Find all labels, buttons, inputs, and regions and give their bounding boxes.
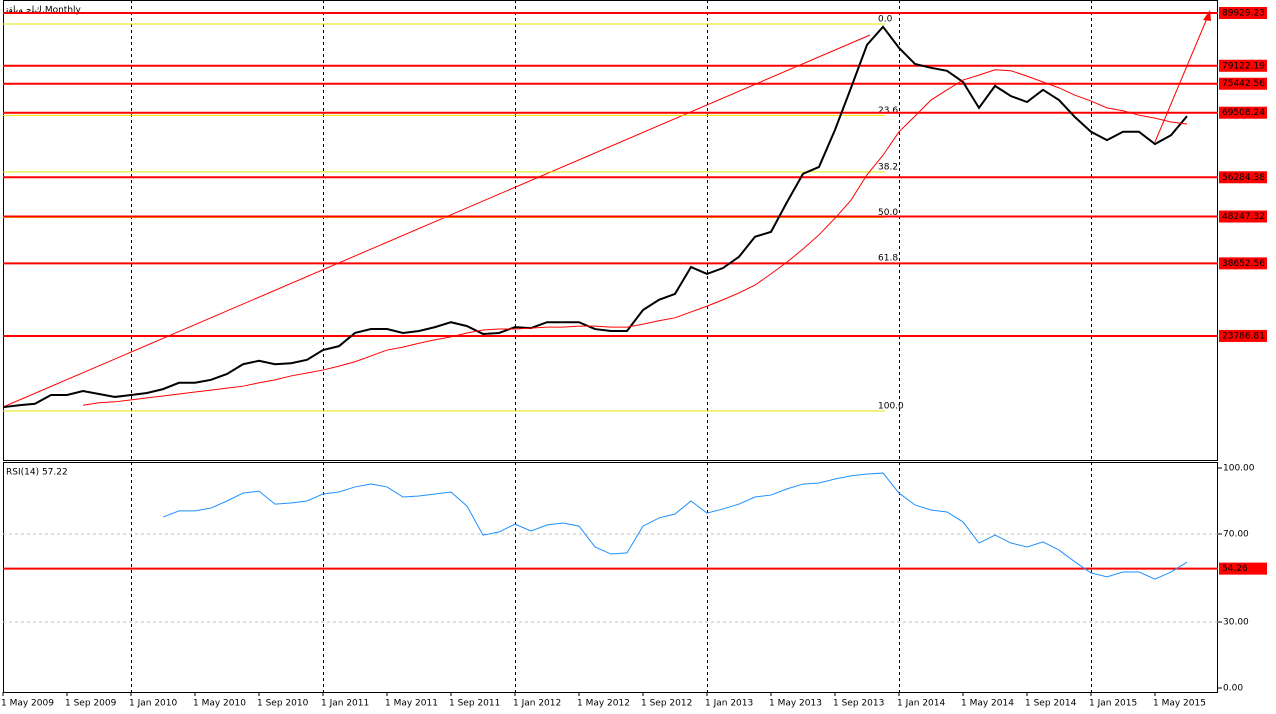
price-panel-frame — [3, 0, 1218, 461]
trend-line — [2, 34, 871, 408]
rsi-panel-frame — [3, 462, 1218, 693]
level-label: 89929.23 — [1222, 8, 1265, 18]
fib-label: 100.0 — [878, 402, 904, 412]
x-tick-label: 1 May 2012 — [577, 699, 630, 709]
level-tag — [1219, 171, 1267, 184]
level-tag — [1219, 329, 1267, 342]
level-label: 23786.81 — [1222, 331, 1265, 341]
x-tick-label: 1 May 2011 — [385, 699, 438, 709]
level-label: 38652.56 — [1222, 259, 1265, 269]
fib-label: 38.2 — [878, 162, 898, 172]
level-tag — [1219, 59, 1267, 72]
level-label: 69508.24 — [1222, 108, 1265, 118]
fib-label: 50.0 — [878, 208, 898, 218]
x-tick-label: 1 May 2009 — [1, 699, 54, 709]
series-line — [82, 69, 1188, 406]
x-tick-label: 1 Sep 2011 — [449, 699, 500, 709]
level-tag — [1219, 106, 1267, 119]
level-tag — [1219, 77, 1267, 90]
x-tick-label: 1 May 2014 — [961, 699, 1014, 709]
arrow-line — [1154, 15, 1209, 143]
x-tick-label: 1 Sep 2010 — [257, 699, 309, 709]
level-label: 54.26 — [1222, 564, 1248, 574]
x-tick-label: 1 Jan 2014 — [897, 699, 945, 709]
series-line — [2, 25, 1188, 409]
y-tick-label: 70.00 — [1223, 530, 1249, 540]
y-tick-label: 30.00 — [1223, 617, 1249, 627]
fib-label: 0.0 — [878, 14, 893, 24]
level-label: 75442.56 — [1222, 79, 1265, 89]
level-tag — [1219, 6, 1267, 19]
x-tick-label: 1 Jan 2015 — [1089, 699, 1137, 709]
x-tick-label: 1 Sep 2014 — [1025, 699, 1077, 709]
series-line — [162, 472, 1188, 580]
x-tick-label: 1 Jan 2011 — [321, 699, 369, 709]
level-label: 56284.38 — [1222, 173, 1265, 183]
x-tick-label: 1 May 2015 — [1153, 699, 1206, 709]
level-label: 48247.32 — [1222, 212, 1265, 222]
fib-label: 61.8 — [878, 254, 898, 264]
y-tick-label: 0.00 — [1223, 683, 1243, 693]
level-tag — [1219, 562, 1267, 575]
x-tick-label: 1 Jan 2010 — [129, 699, 177, 709]
y-tick-label: 100.00 — [1223, 464, 1255, 474]
price-title: ﻙﻠﺟ ﻪﻳﺎﻘﺗ,Monthly — [5, 6, 82, 16]
x-tick-label: 1 Sep 2013 — [833, 699, 884, 709]
rsi-title: RSI(14) 57.22 — [6, 468, 68, 478]
level-label: 79122.19 — [1222, 61, 1265, 71]
x-tick-label: 1 May 2010 — [193, 699, 246, 709]
fib-label: 23.6 — [878, 106, 898, 116]
level-tag — [1219, 210, 1267, 223]
level-tag — [1219, 257, 1267, 270]
x-tick-label: 1 Jan 2013 — [705, 699, 753, 709]
x-tick-label: 1 Jan 2012 — [513, 699, 561, 709]
x-tick-label: 1 Sep 2009 — [65, 699, 117, 709]
x-tick-label: 1 Sep 2012 — [641, 699, 692, 709]
x-tick-label: 1 May 2013 — [769, 699, 822, 709]
